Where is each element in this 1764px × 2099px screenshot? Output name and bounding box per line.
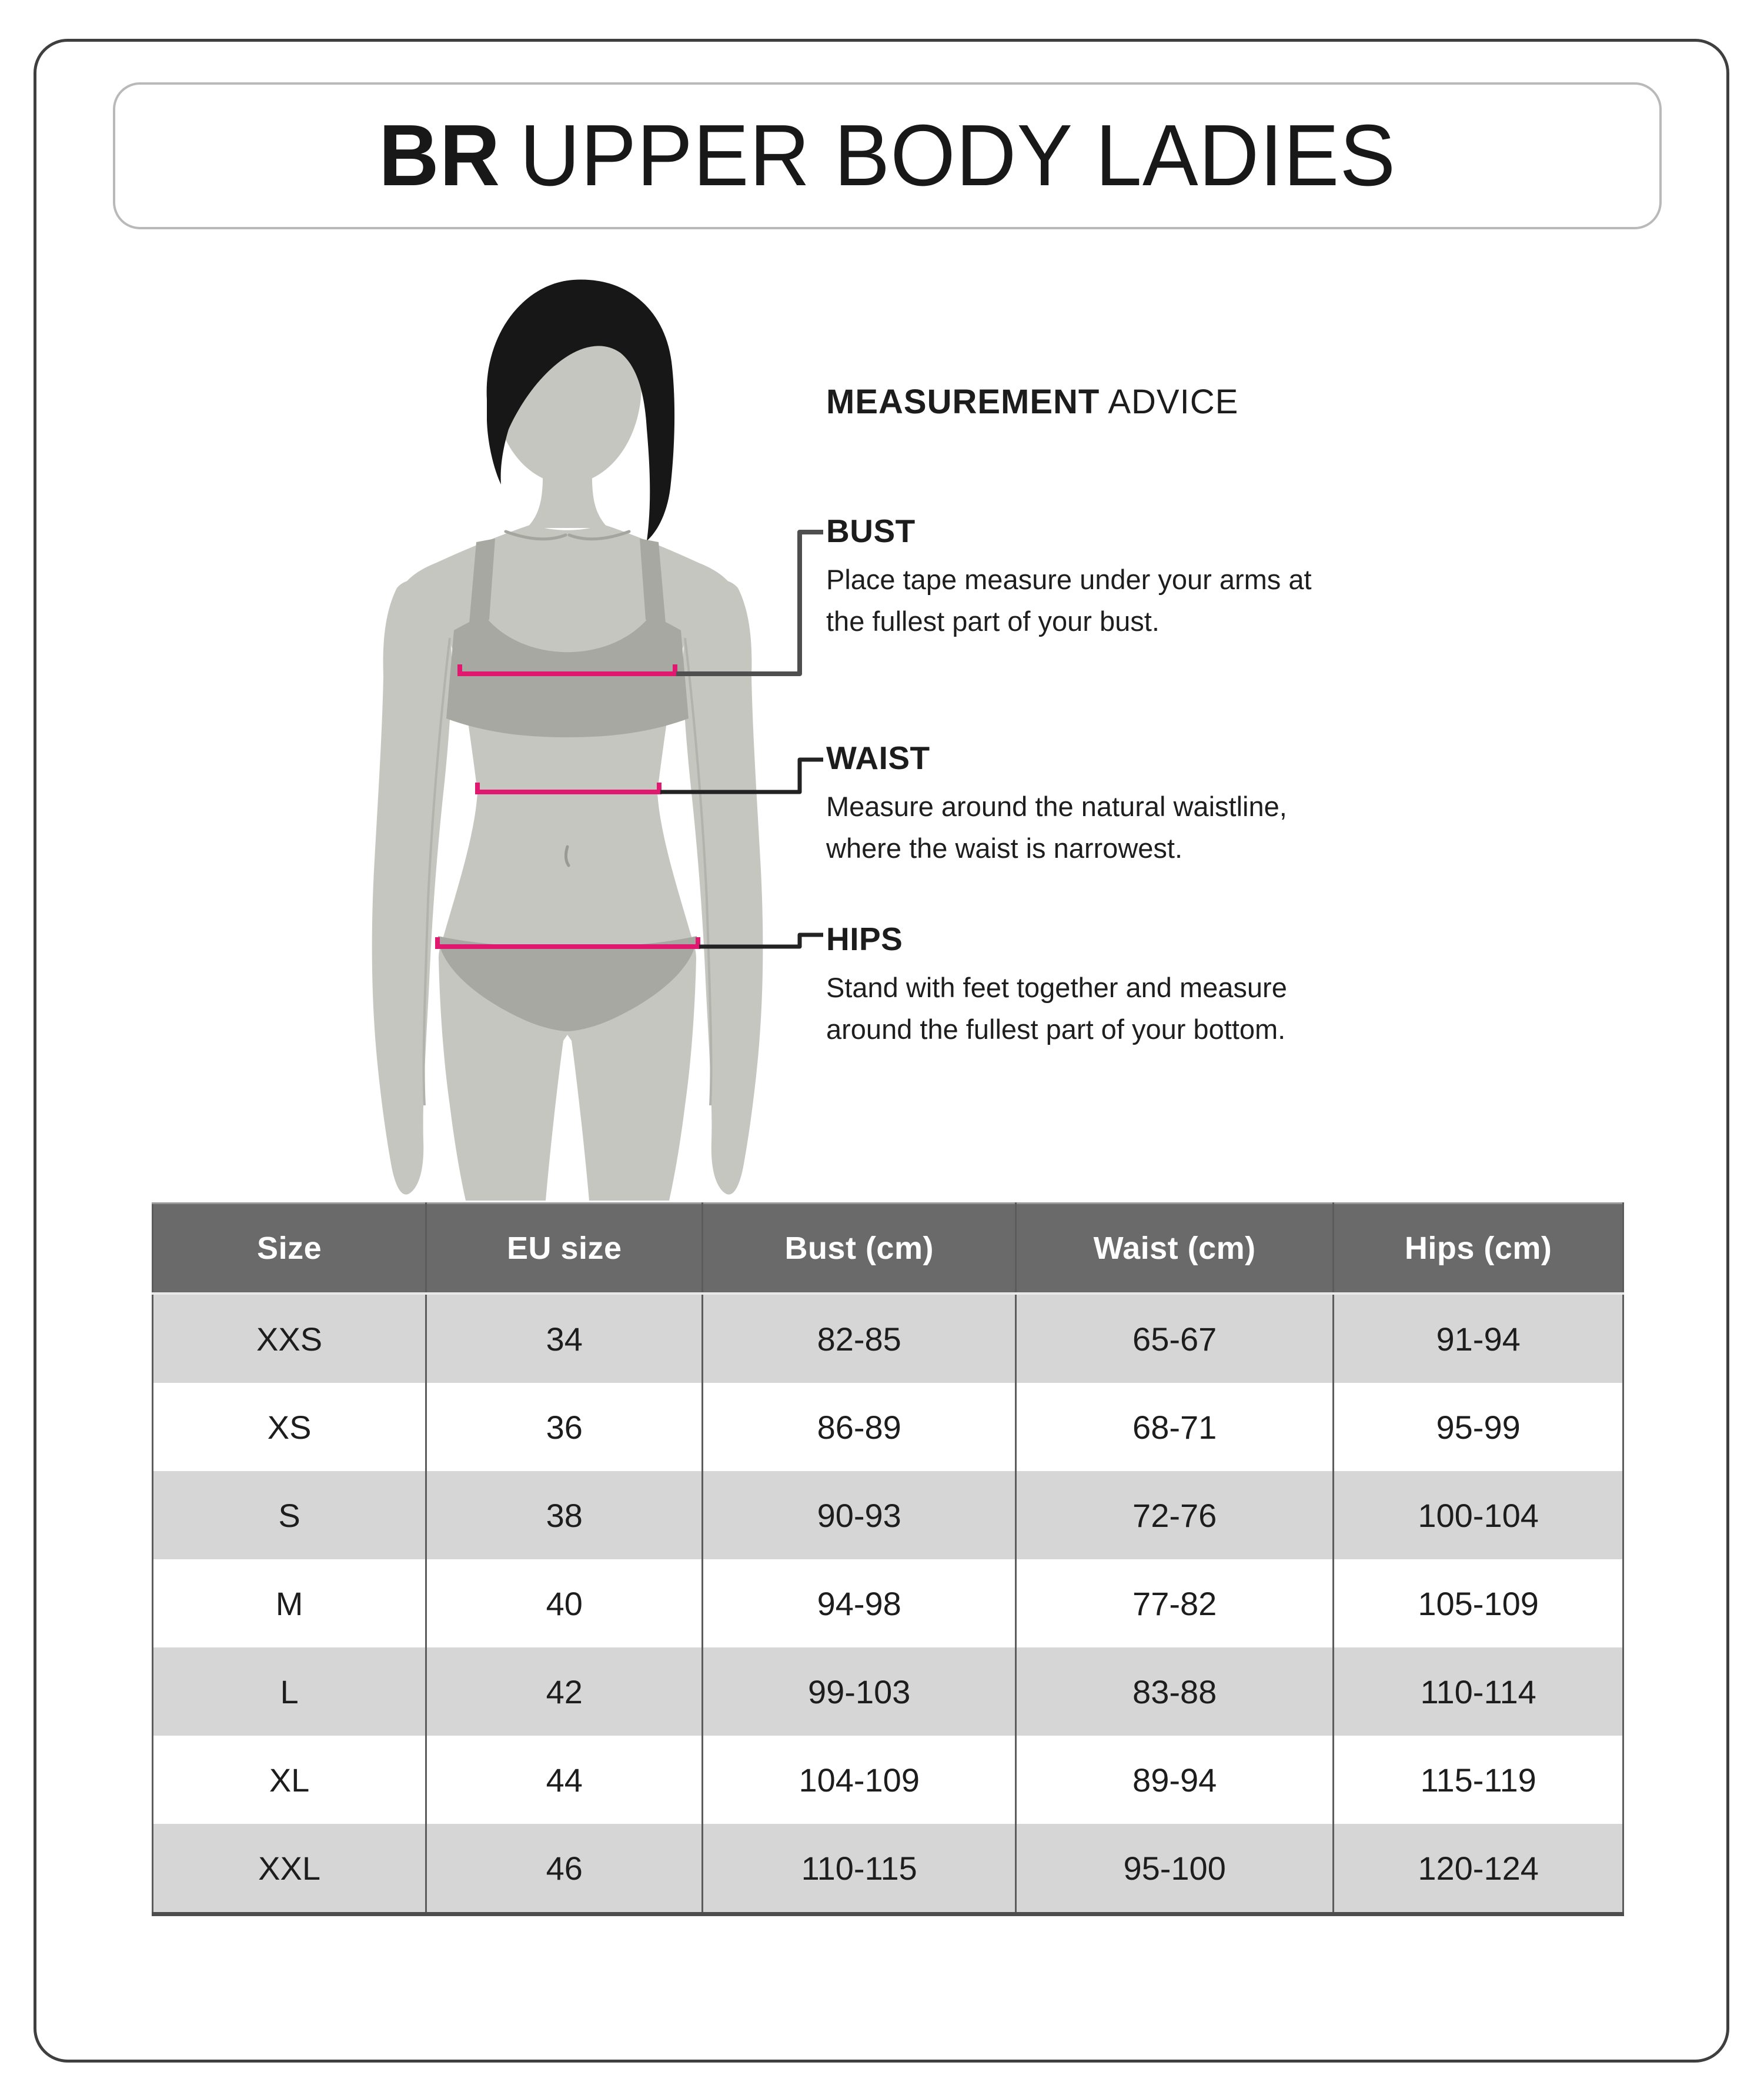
- figure-panties: [438, 936, 697, 1031]
- advice-line: around the fullest part of your bottom.: [826, 1014, 1286, 1045]
- hips-measure-line: [435, 937, 700, 949]
- advice-line: Stand with feet together and measure: [826, 972, 1287, 1003]
- page-border: [34, 39, 1729, 2063]
- advice-line: the fullest part of your bust.: [826, 606, 1160, 637]
- table-cell: XS: [152, 1383, 426, 1471]
- advice-item-bust: BUST Place tape measure under your arms …: [826, 513, 1520, 642]
- waist-connector-line: [660, 757, 823, 794]
- table-cell: 42: [425, 1647, 703, 1736]
- advice-item-hips: HIPS Stand with feet together and measur…: [826, 921, 1520, 1050]
- table-cell: 72-76: [1015, 1471, 1334, 1559]
- figure-right-arm: [683, 580, 763, 1195]
- column-header-hips: Hips (cm): [1332, 1203, 1623, 1295]
- table-cell: 34: [425, 1294, 703, 1383]
- table-cell: 38: [425, 1471, 703, 1559]
- advice-line: where the waist is narrowest.: [826, 833, 1183, 864]
- measurement-advice-heading: MEASUREMENT ADVICE: [826, 382, 1238, 422]
- figure-arm-seam-right: [684, 637, 713, 1106]
- table-row-s: S 38 90-93 72-76 100-104: [152, 1471, 1623, 1559]
- column-header-size: Size: [152, 1203, 426, 1295]
- advice-heading-rest: ADVICE: [1108, 383, 1239, 421]
- advice-body-waist: Measure around the natural waistline, wh…: [826, 786, 1520, 869]
- table-cell: 120-124: [1332, 1824, 1623, 1914]
- figure-arm-seam-left: [422, 637, 451, 1106]
- table-cell: XXL: [152, 1824, 426, 1914]
- body-figure-illustration: [329, 253, 835, 1205]
- advice-body-hips: Stand with feet together and measure aro…: [826, 967, 1520, 1050]
- column-header-eu-size: EU size: [425, 1203, 703, 1295]
- table-cell: 115-119: [1332, 1736, 1623, 1824]
- advice-item-waist: WAIST Measure around the natural waistli…: [826, 740, 1520, 869]
- figure-collarbone-left: [504, 530, 567, 541]
- table-cell: 100-104: [1332, 1471, 1623, 1559]
- page-title-prefix: BR: [378, 107, 501, 204]
- figure-bra-strap-left: [469, 539, 495, 623]
- table-row-xl: XL 44 104-109 89-94 115-119: [152, 1736, 1623, 1824]
- figure-bra-strap-right: [640, 539, 666, 623]
- table-cell: 110-114: [1332, 1647, 1623, 1736]
- table-cell: 65-67: [1015, 1294, 1334, 1383]
- table-cell: 95-100: [1015, 1824, 1334, 1914]
- table-cell: 77-82: [1015, 1559, 1334, 1647]
- figure-hair: [486, 279, 675, 541]
- advice-line: Measure around the natural waistline,: [826, 791, 1287, 822]
- advice-label-bust: BUST: [826, 513, 916, 549]
- page-title: BR UPPER BODY LADIES: [379, 106, 1396, 206]
- advice-body-bust: Place tape measure under your arms at th…: [826, 559, 1520, 642]
- table-cell: M: [152, 1559, 426, 1647]
- figure-left-arm: [372, 580, 452, 1195]
- title-box: BR UPPER BODY LADIES: [113, 82, 1662, 229]
- table-cell: 68-71: [1015, 1383, 1334, 1471]
- table-cell: 83-88: [1015, 1647, 1334, 1736]
- table-row-xxs: XXS 34 82-85 65-67 91-94: [152, 1294, 1623, 1383]
- body-figure-svg: [372, 279, 823, 1201]
- table-cell: S: [152, 1471, 426, 1559]
- table-row-m: M 40 94-98 77-82 105-109: [152, 1559, 1623, 1647]
- table-cell: 90-93: [701, 1471, 1016, 1559]
- table-cell: 95-99: [1332, 1383, 1623, 1471]
- advice-heading-bold: MEASUREMENT: [826, 383, 1100, 421]
- page-title-rest: UPPER BODY LADIES: [519, 107, 1396, 204]
- advice-line: Place tape measure under your arms at: [826, 564, 1312, 595]
- advice-label-waist: WAIST: [826, 740, 930, 776]
- table-cell: 36: [425, 1383, 703, 1471]
- figure-bra: [446, 616, 689, 737]
- table-cell: 104-109: [701, 1736, 1016, 1824]
- bust-measure-line: [457, 664, 677, 676]
- table-cell: 105-109: [1332, 1559, 1623, 1647]
- table-cell: 82-85: [701, 1294, 1016, 1383]
- table-cell: 89-94: [1015, 1736, 1334, 1824]
- table-header-row: Size EU size Bust (cm) Waist (cm) Hips (…: [152, 1203, 1623, 1295]
- table-cell: 99-103: [701, 1647, 1016, 1736]
- table-row-xxl: XXL 46 110-115 95-100 120-124: [152, 1824, 1623, 1914]
- table-cell: XXS: [152, 1294, 426, 1383]
- table-cell: 40: [425, 1559, 703, 1647]
- figure-navel: [564, 845, 570, 867]
- hips-connector-line: [699, 932, 823, 949]
- table-cell: XL: [152, 1736, 426, 1824]
- table-cell: 110-115: [701, 1824, 1016, 1914]
- waist-measure-line: [475, 783, 662, 794]
- column-header-bust: Bust (cm): [701, 1203, 1016, 1295]
- table-cell: L: [152, 1647, 426, 1736]
- table-row-l: L 42 99-103 83-88 110-114: [152, 1647, 1623, 1736]
- table-cell: 91-94: [1332, 1294, 1623, 1383]
- size-table: Size EU size Bust (cm) Waist (cm) Hips (…: [152, 1202, 1624, 1916]
- bust-connector-line: [676, 530, 823, 676]
- table-cell: 94-98: [701, 1559, 1016, 1647]
- table-cell: 46: [425, 1824, 703, 1914]
- table-row-xs: XS 36 86-89 68-71 95-99: [152, 1383, 1623, 1471]
- column-header-waist: Waist (cm): [1015, 1203, 1334, 1295]
- table-cell: 44: [425, 1736, 703, 1824]
- table-cell: 86-89: [701, 1383, 1016, 1471]
- figure-collarbone-right: [567, 530, 631, 541]
- advice-label-hips: HIPS: [826, 921, 903, 957]
